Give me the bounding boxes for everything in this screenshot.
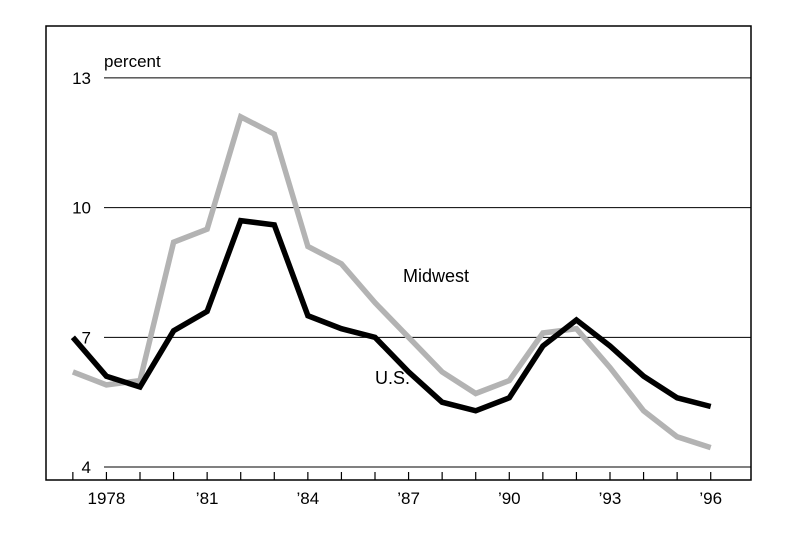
x-tick-label-1996: ’96 — [699, 489, 722, 508]
y-tick-label-13: 13 — [72, 69, 91, 88]
series-line-midwest — [71, 112, 712, 451]
x-tick-label-1981: ’81 — [196, 489, 219, 508]
x-tick-label-1987: ’87 — [397, 489, 420, 508]
plot-frame — [45, 25, 752, 481]
y-tick-label-4: 4 — [82, 458, 91, 477]
y-tick-label-7: 7 — [82, 328, 91, 347]
x-tick-label-1978: 1978 — [88, 489, 126, 508]
series-label-us: U.S. — [375, 368, 410, 388]
axis-ticks: 4 7 10 13 1978 ’81 ’84 ’87 ’90 ’93 ’96 — [72, 69, 722, 508]
series-lines — [70, 112, 712, 451]
y-tick-label-10: 10 — [72, 199, 91, 218]
y-axis-label: percent — [104, 52, 161, 71]
series-label-midwest: Midwest — [403, 266, 469, 286]
series-line-us — [70, 217, 712, 414]
x-tick-label-1984: ’84 — [297, 489, 320, 508]
x-tick-label-1993: ’93 — [599, 489, 622, 508]
x-tick-label-1990: ’90 — [498, 489, 521, 508]
